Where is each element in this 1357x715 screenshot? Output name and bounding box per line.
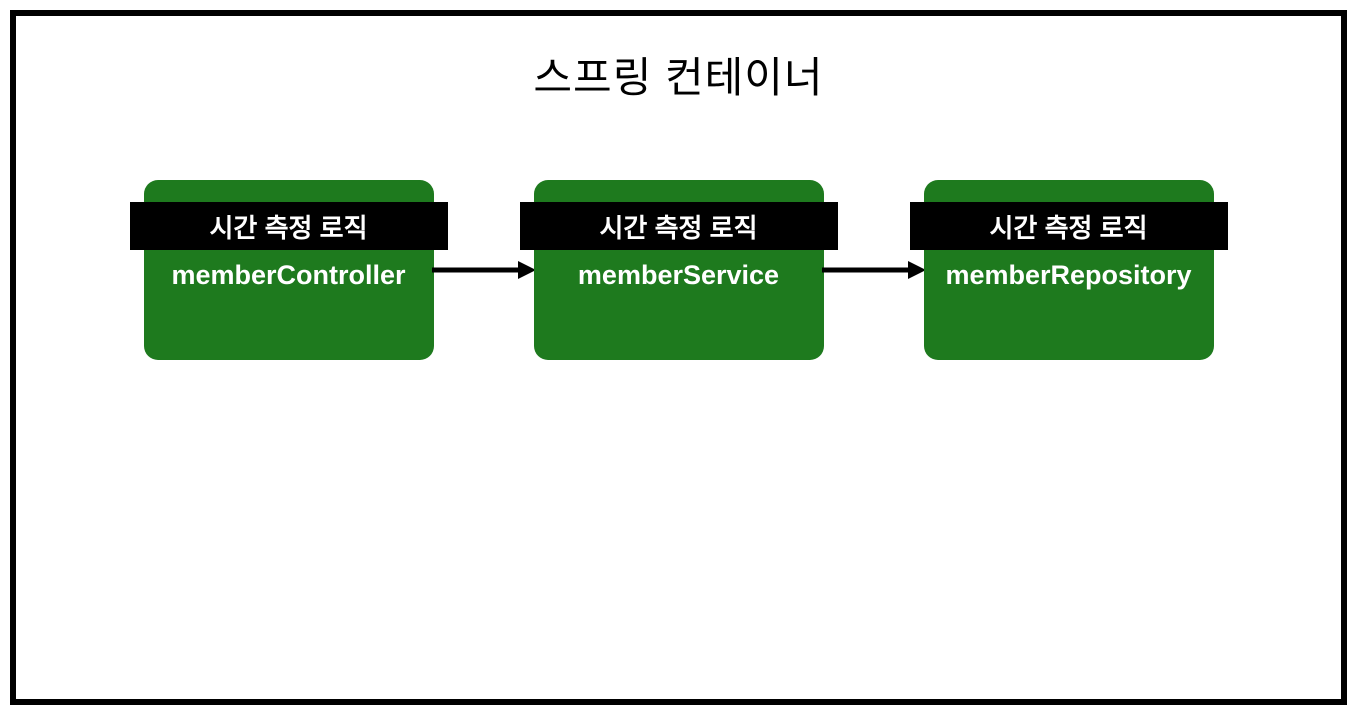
arrow-icon <box>430 258 538 282</box>
node-label: memberRepository <box>924 260 1214 291</box>
banner-text: 시간 측정 로직 <box>210 208 368 245</box>
arrow-icon <box>820 258 928 282</box>
node-service: 시간 측정 로직 memberService <box>534 180 824 360</box>
node-banner: 시간 측정 로직 <box>520 202 838 250</box>
node-repository: 시간 측정 로직 memberRepository <box>924 180 1214 360</box>
arrow-service-to-repository <box>820 260 928 280</box>
diagram-title: 스프링 컨테이너 <box>16 44 1341 105</box>
node-banner: 시간 측정 로직 <box>130 202 448 250</box>
node-label: memberController <box>144 260 434 291</box>
node-label: memberService <box>534 260 824 291</box>
node-banner: 시간 측정 로직 <box>910 202 1228 250</box>
banner-text: 시간 측정 로직 <box>600 208 758 245</box>
node-controller: 시간 측정 로직 memberController <box>144 180 434 360</box>
banner-text: 시간 측정 로직 <box>990 208 1148 245</box>
arrow-controller-to-service <box>430 260 538 280</box>
nodes-row: 시간 측정 로직 memberController 시간 측정 로직 membe… <box>16 180 1341 360</box>
spring-container-frame: 스프링 컨테이너 시간 측정 로직 memberController 시간 측정… <box>10 10 1347 705</box>
